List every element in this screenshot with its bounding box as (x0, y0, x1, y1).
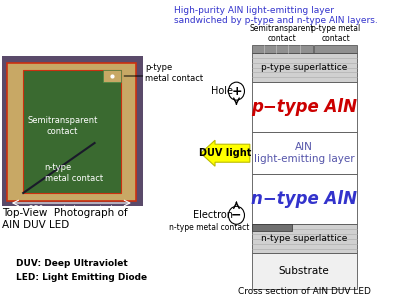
Text: DUV light: DUV light (198, 148, 251, 158)
Text: Top-View  Photograph of
AlN DUV LED: Top-View Photograph of AlN DUV LED (2, 208, 127, 230)
Bar (251, 174, 356, 224)
Bar (23, 70, 121, 193)
Text: Substrate: Substrate (278, 266, 329, 276)
Text: DUV: Deep Ultraviolet: DUV: Deep Ultraviolet (16, 259, 128, 268)
Bar (251, 224, 356, 253)
Text: 250 μ m (micrometer): 250 μ m (micrometer) (29, 205, 113, 214)
Text: LED: Light Emitting Diode: LED: Light Emitting Diode (16, 273, 147, 282)
Text: p-type
metal contact: p-type metal contact (145, 63, 203, 83)
Text: p-type superlattice: p-type superlattice (260, 63, 346, 72)
Text: n-type superlattice: n-type superlattice (260, 234, 346, 244)
Text: Semitransparent
contact: Semitransparent contact (249, 23, 314, 43)
Text: n-type metal contact: n-type metal contact (168, 223, 248, 232)
Bar (251, 224, 291, 231)
Bar (103, 70, 121, 82)
Text: p−type AlN: p−type AlN (251, 98, 356, 116)
Bar (7, 63, 135, 201)
Text: Semitransparent
contact: Semitransparent contact (27, 116, 97, 136)
Text: AlN
light-emitting layer: AlN light-emitting layer (253, 142, 354, 164)
Bar (251, 53, 356, 82)
Circle shape (228, 82, 244, 100)
Text: +: + (231, 85, 241, 98)
Text: n−type AlN: n−type AlN (251, 190, 356, 208)
Text: Electron: Electron (192, 210, 232, 220)
Bar (251, 45, 312, 53)
FancyArrow shape (200, 140, 249, 166)
Text: p-type metal
contact: p-type metal contact (310, 23, 359, 43)
Text: n-type
metal contact: n-type metal contact (45, 163, 103, 183)
Bar (251, 253, 356, 289)
Circle shape (228, 206, 244, 224)
Text: Hole: Hole (211, 86, 232, 96)
Bar (251, 132, 356, 174)
Text: Cross section of AlN DUV LED: Cross section of AlN DUV LED (237, 287, 370, 296)
Bar (251, 82, 356, 132)
Text: High-purity AlN light-emitting layer
sandwiched by p-type and n-type AlN layers.: High-purity AlN light-emitting layer san… (174, 6, 377, 25)
Bar (314, 45, 356, 53)
Bar (2, 56, 142, 206)
Text: −: − (231, 209, 241, 222)
